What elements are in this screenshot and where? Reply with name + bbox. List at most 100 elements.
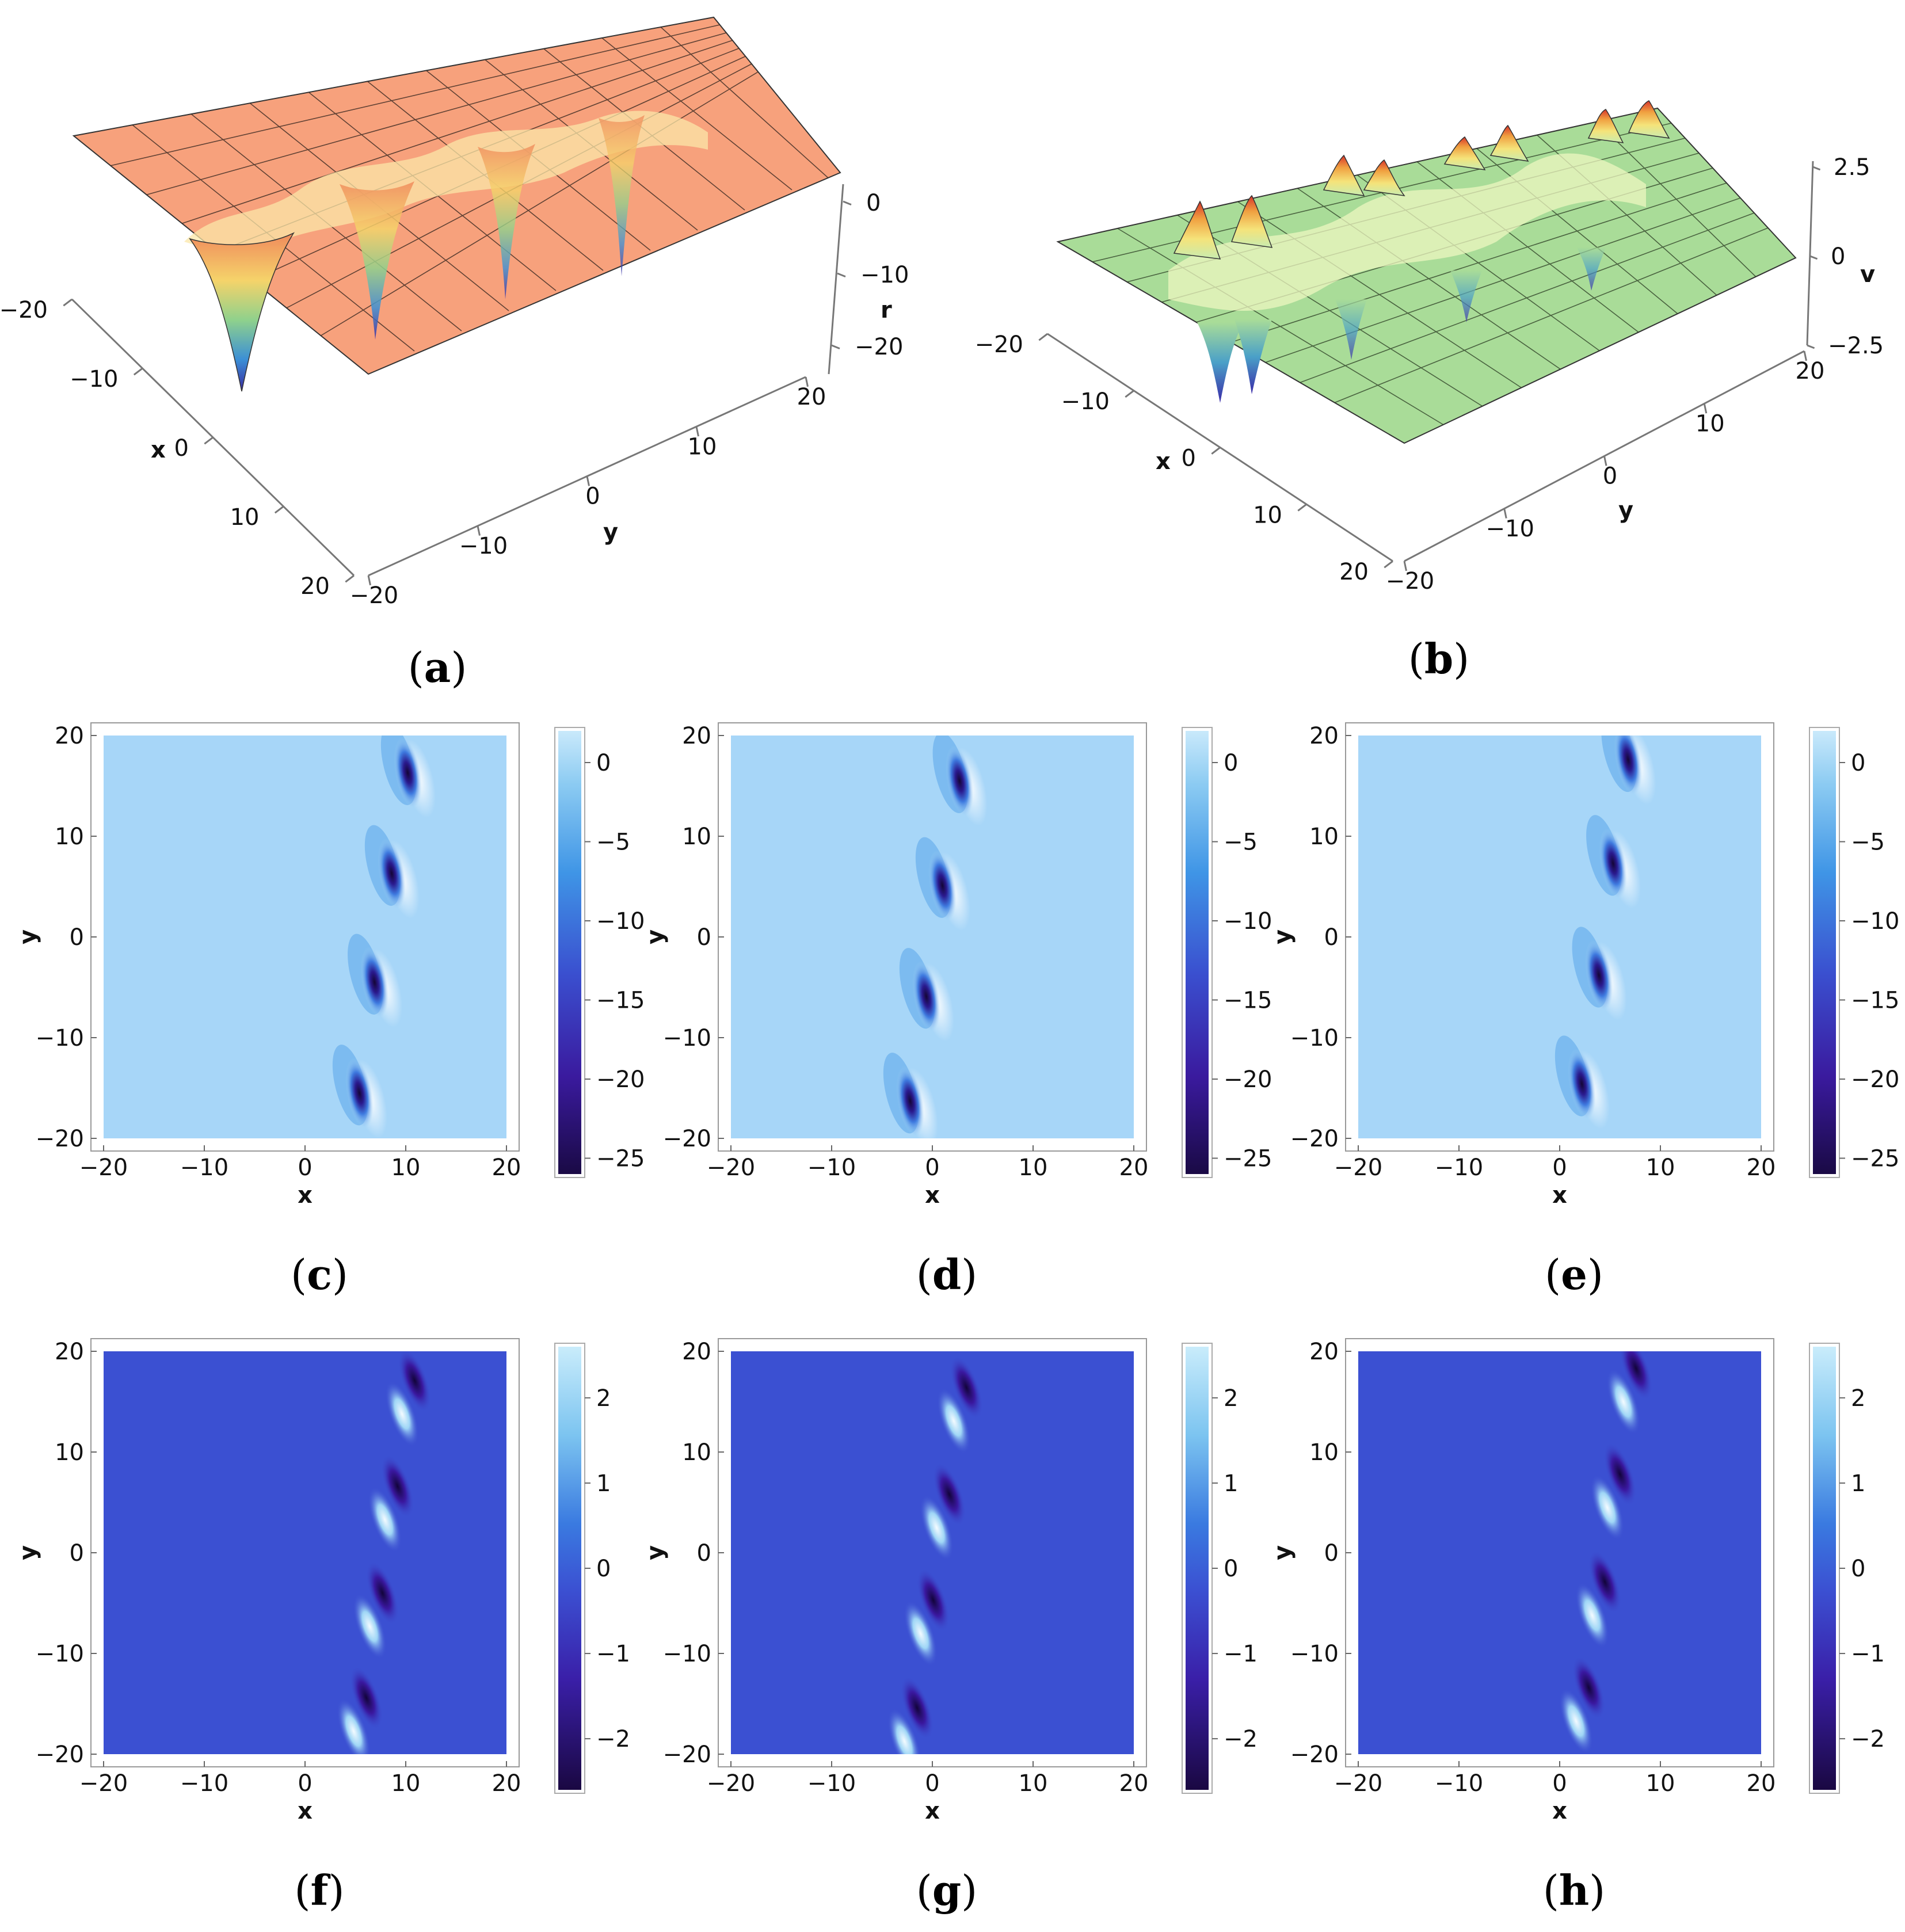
panel-f-colorbar-tick-label: −1 (596, 1641, 630, 1667)
panel-f-x-label: x (298, 1798, 313, 1824)
panel-c-well-4 (394, 737, 422, 808)
panel-b-x-tick-label: 0 (1182, 445, 1196, 472)
panel-e-well-2 (1585, 940, 1613, 1011)
panel-d-y-label: y (642, 929, 669, 944)
panel-f-positive-lobe-2 (353, 1594, 387, 1659)
panel-c-caption: (c) (291, 1250, 348, 1299)
panel-d-x-label: x (925, 1182, 940, 1209)
panel-g-y-tick-label: −20 (663, 1742, 711, 1768)
panel-g-y-label: y (642, 1545, 669, 1560)
panel-f-y-tick-label: 0 (70, 1540, 84, 1567)
panel-h-colorbar-tick-label: 1 (1851, 1470, 1865, 1497)
panel-b-peak-1 (1173, 200, 1221, 260)
panel-a-well-4 (599, 115, 645, 276)
panel-b-z-tick-mark (1807, 344, 1815, 349)
panel-h-y-tick-label: 0 (1324, 1540, 1339, 1567)
panel-a-x-tick-label: −10 (70, 366, 118, 393)
panel-b-x-label: x (1156, 448, 1171, 475)
panel-g-y-tick-label: 20 (682, 1339, 711, 1365)
panel-e-colorbar-tick-label: −5 (1851, 829, 1885, 856)
panel-g-positive-lobe-3 (920, 1495, 954, 1561)
panel-h-x-tick-label: 10 (1646, 1770, 1675, 1797)
panel-d-well-3 (928, 850, 957, 921)
panel-b-x-tick-mark (1297, 504, 1307, 512)
panel-f-colorbar (558, 1347, 581, 1790)
panel-e-colorbar-tick-label: −20 (1851, 1066, 1899, 1093)
panel-b-y-tick-label: 0 (1603, 463, 1617, 490)
panel-e-y-tick-label: −20 (1290, 1126, 1339, 1152)
panel-f-colorbar-tick-label: −2 (596, 1726, 630, 1752)
panel-f-background (104, 1351, 506, 1754)
panel-f-positive-lobe-3 (368, 1487, 402, 1553)
panel-g-x-tick-label: 10 (1019, 1770, 1048, 1797)
panel-b-z-tick-mark (1809, 255, 1818, 260)
panel-c-colorbar-tick-label: −10 (596, 908, 645, 935)
panel-b-trough-1 (1197, 322, 1243, 403)
panel-b-surface-v: −20 −10 0 10 20 −20 −10 0 10 20 2.5 0 −2.5 x y v (975, 100, 1884, 683)
panel-b-z-label: v (1860, 261, 1875, 288)
panel-d-colorbar-tick-label: 0 (1224, 750, 1238, 776)
panel-d-colorbar-tick-label: −5 (1224, 829, 1258, 856)
panel-g-background (731, 1351, 1134, 1754)
panel-c-y-tick-label: 20 (55, 723, 84, 749)
panel-h-x-label: x (1552, 1798, 1567, 1824)
panel-c-well-3 (378, 838, 406, 909)
panel-h-colorbar-tick-label: −2 (1851, 1726, 1885, 1752)
panel-c-background (104, 736, 506, 1138)
panel-a-x-ticks: −20 −10 0 10 20 (0, 297, 355, 600)
panel-b-peak-7 (1587, 109, 1624, 143)
panel-b-trough-5 (1577, 247, 1606, 291)
panel-g-y-tick-label: 0 (697, 1540, 711, 1567)
panel-a-x-tick-label: 20 (300, 573, 330, 600)
panel-h-colorbar (1813, 1347, 1836, 1790)
panel-b-z-tick-label: 2.5 (1834, 154, 1870, 181)
panel-e-marks (1555, 736, 1656, 1129)
panel-g-negative-lobe-3 (932, 1462, 966, 1526)
panel-h-colorbar-tick-label: 0 (1851, 1556, 1865, 1582)
panel-f-y-label: y (15, 1545, 41, 1560)
panel-c-heatmap: −20 −10 0 10 20 20 10 0 −10 −20 x y 0 −5 −10 −15 −20 −25 (… (15, 722, 645, 1299)
panel-h-positive-lobe-1 (1559, 1688, 1593, 1754)
panel-e-well-4 (1614, 736, 1643, 795)
panel-b-y-tick-label: 10 (1696, 410, 1725, 437)
panel-c-y-tick-label: 10 (55, 824, 84, 850)
panel-a-x-tick-label: −20 (0, 297, 48, 323)
panel-f-x-tick-label: 0 (298, 1770, 312, 1797)
panel-b-trough-4 (1450, 270, 1482, 322)
panel-d-colorbar-tick-label: −20 (1224, 1066, 1272, 1093)
panel-b-caption: (b) (1408, 634, 1470, 683)
panel-g-y-tick-label: −10 (663, 1641, 711, 1667)
panel-f-x-tick-label: −20 (79, 1770, 128, 1797)
panel-b-y-tick-label: 20 (1796, 358, 1825, 384)
panel-d-x-tick-label: 20 (1119, 1154, 1149, 1181)
panel-f-x-tick-label: −10 (180, 1770, 228, 1797)
panel-h-y-tick-label: 10 (1309, 1439, 1339, 1466)
panel-b-trough-2 (1235, 319, 1272, 394)
panel-b-y-label: y (1618, 497, 1633, 524)
panel-h-y-tick-label: 20 (1309, 1339, 1339, 1365)
panel-a-caption: (a) (408, 643, 467, 692)
panel-a-surface-r: −20 −10 0 10 20 −20 −10 0 10 20 0 −10 −20 x y r (a… (0, 16, 909, 692)
panel-e-colorbar-tick-label: 0 (1851, 750, 1865, 776)
panel-h-positive-lobe-2 (1575, 1582, 1609, 1648)
panel-h-negative-lobe-3 (1603, 1442, 1637, 1506)
panel-h-positive-lobe-4 (1606, 1369, 1640, 1435)
panel-c-well-1 (345, 1058, 374, 1129)
panel-b-x-ticks: −20 −10 0 10 20 (975, 331, 1393, 585)
panel-g-colorbar-tick-label: −2 (1224, 1726, 1258, 1752)
panel-e-y-tick-label: 0 (1324, 924, 1339, 951)
panel-b-y-tick-mark (1703, 403, 1708, 414)
panel-c-y-tick-label: 0 (70, 924, 84, 951)
panel-a-x-tick-mark (274, 505, 284, 514)
panel-b-peak-2 (1230, 195, 1273, 248)
panel-d-colorbar-tick-label: −10 (1224, 908, 1272, 935)
panel-g-y-tick-label: 10 (682, 1439, 711, 1466)
panel-f-colorbar-tick-label: 1 (596, 1470, 611, 1497)
panel-a-x-tick-label: 10 (230, 504, 260, 531)
panel-a-y-tick-label: −20 (350, 582, 398, 609)
panel-f-x-tick-label: 10 (391, 1770, 421, 1797)
panel-g-x-tick-label: 0 (925, 1770, 939, 1797)
panel-a-well-2 (340, 181, 414, 340)
panel-h-negative-lobe-2 (1588, 1550, 1622, 1614)
